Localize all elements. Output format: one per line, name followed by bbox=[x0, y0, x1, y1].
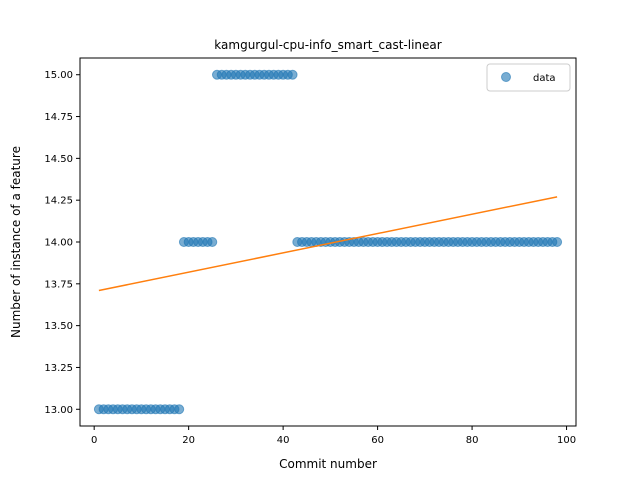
data-point bbox=[287, 69, 298, 80]
y-tick-label: 15.00 bbox=[44, 70, 73, 81]
data-point bbox=[207, 237, 218, 247]
plot-area: 0 20 40 60 80 100 13.00 13.25 13.50 13.75 14.00 14.… bbox=[44, 57, 577, 446]
x-tick-label: 80 bbox=[466, 435, 479, 446]
x-tick-label: 0 bbox=[91, 435, 97, 446]
data-point bbox=[552, 237, 563, 247]
y-tick-label: 14.75 bbox=[44, 112, 73, 123]
y-axis-title: Number of instance of a feature bbox=[9, 146, 23, 338]
legend: data bbox=[486, 63, 571, 92]
x-axis-title: Commit number bbox=[279, 457, 377, 471]
y-tick-label: 13.25 bbox=[44, 363, 73, 374]
y-tick-label: 14.50 bbox=[44, 154, 73, 165]
y-tick-label: 13.50 bbox=[44, 321, 73, 332]
x-tick-label: 100 bbox=[557, 435, 576, 446]
legend-marker-data bbox=[501, 72, 511, 82]
y-tick-label: 14.25 bbox=[44, 196, 73, 207]
x-tick-label: 20 bbox=[182, 435, 195, 446]
data-point bbox=[174, 404, 185, 415]
legend-frame bbox=[486, 63, 571, 92]
chart-title: kamgurgul-cpu-info_smart_cast-linear bbox=[214, 38, 441, 52]
legend-label-data: data bbox=[533, 73, 556, 84]
x-tick-label: 60 bbox=[371, 435, 384, 446]
fit-line bbox=[98, 196, 558, 292]
y-tick-label: 14.00 bbox=[44, 238, 73, 249]
x-tick-label: 40 bbox=[277, 435, 290, 446]
y-tick-label: 13.00 bbox=[44, 405, 73, 416]
y-tick-label: 13.75 bbox=[44, 279, 73, 290]
